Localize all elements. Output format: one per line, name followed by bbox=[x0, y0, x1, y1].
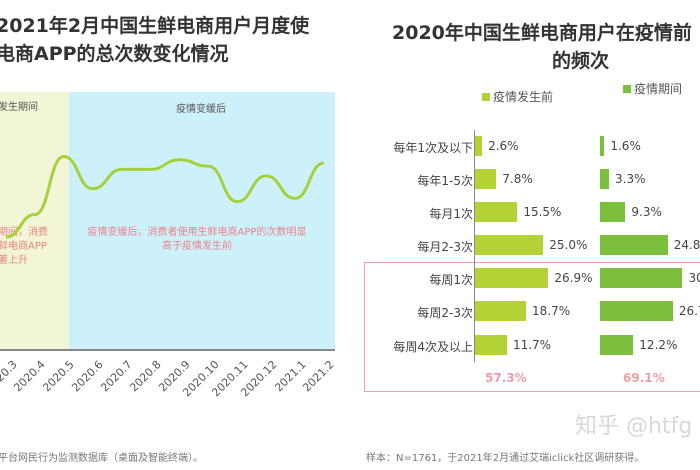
note-line: 期间，消费 bbox=[0, 227, 48, 238]
note-after: 疫情变缓后，消费者使用生鲜电商APP的次数明显 高于疫情发生前 bbox=[82, 226, 312, 254]
highlight-box bbox=[364, 262, 700, 392]
note-line: 疫情变缓后，消费者使用生鲜电商APP的次数明显 bbox=[87, 227, 307, 238]
data-label: 3.3% bbox=[615, 172, 646, 186]
data-label: 25.0% bbox=[549, 238, 588, 252]
category-label: 每周1次 bbox=[429, 273, 473, 287]
bar bbox=[475, 268, 549, 288]
x-tick-label: 2020.6 bbox=[69, 358, 106, 395]
right-chart-title-line2: 的频次 bbox=[552, 50, 610, 72]
zone-during bbox=[0, 92, 69, 350]
bar bbox=[475, 202, 518, 222]
title-line: 电商APP的总次数变化情况 bbox=[0, 43, 229, 65]
note-line: 鲜电商APP bbox=[0, 241, 47, 252]
data-label: 1.6% bbox=[610, 139, 641, 153]
data-label: 12.2% bbox=[639, 338, 678, 352]
line-chart bbox=[5, 154, 325, 239]
category-label: 每周4次及以上 bbox=[393, 340, 473, 354]
data-label: 9.3% bbox=[631, 205, 662, 219]
zone-after bbox=[69, 92, 335, 350]
left-chart-title: 2021年2月中国生鲜电商用户月度使 电商APP的总次数变化情况 bbox=[0, 12, 309, 68]
bar bbox=[600, 202, 626, 222]
data-label: 24.8% bbox=[673, 238, 700, 252]
legend-during: 疫情期间 bbox=[623, 80, 682, 97]
legend-before: 疫情发生前 bbox=[482, 88, 553, 105]
bar bbox=[475, 301, 527, 321]
total-during: 69.1% bbox=[623, 371, 665, 385]
bar bbox=[600, 301, 673, 321]
x-tick-label: 2021.1 bbox=[271, 358, 309, 395]
data-label: 7.8% bbox=[502, 172, 533, 186]
bar bbox=[600, 268, 683, 288]
note-line: 著上升 bbox=[0, 255, 28, 266]
x-tick-label: 2021.2 bbox=[300, 358, 338, 395]
x-tick-label: 2020.5 bbox=[40, 358, 78, 395]
bar bbox=[600, 169, 609, 189]
category-label: 每周2-3次 bbox=[417, 306, 473, 320]
category-axis bbox=[474, 130, 475, 362]
bar bbox=[600, 235, 668, 255]
data-label: 11.7% bbox=[512, 338, 552, 352]
category-label: 每月1次 bbox=[429, 207, 473, 221]
data-label: 2.6% bbox=[488, 139, 519, 153]
total-before: 57.3% bbox=[485, 371, 527, 385]
data-label: 30.2% bbox=[688, 271, 700, 285]
right-footnote: 样本：N=1761，于2021年2月通过艾瑞iclick社区调研获得。 bbox=[366, 453, 645, 464]
category-label: 每年1-5次 bbox=[417, 174, 473, 188]
category-label: 每月2-3次 bbox=[417, 240, 473, 254]
legend-label: 疫情发生前 bbox=[493, 90, 554, 104]
x-axis-line bbox=[0, 349, 335, 351]
legend-swatch bbox=[482, 93, 490, 101]
data-label: 18.7% bbox=[532, 304, 571, 318]
data-label: 26.9% bbox=[554, 271, 593, 285]
note-line: 高于疫情发生前 bbox=[162, 241, 232, 252]
x-tick-label: 2020.4 bbox=[11, 358, 49, 395]
bar bbox=[475, 169, 497, 189]
note-during: 期间，消费 鲜电商APP 著上升 bbox=[0, 226, 48, 268]
data-label: 15.5% bbox=[523, 205, 562, 219]
x-tick-label: 2020.8 bbox=[127, 358, 164, 395]
bar bbox=[475, 136, 483, 156]
zone-during-label: 发生期间 bbox=[0, 102, 38, 113]
bar bbox=[475, 235, 544, 255]
legend-label: 疫情期间 bbox=[634, 82, 683, 96]
left-footnote: 平台网民行为监测数据库（桌面及智能终端）。 bbox=[0, 453, 203, 464]
bar bbox=[600, 136, 605, 156]
right-chart-title: 2020年中国生鲜电商用户在疫情前 bbox=[392, 22, 692, 44]
title-line: 2021年2月中国生鲜电商用户月度使 bbox=[0, 15, 310, 37]
zone-after-label: 疫情变缓后 bbox=[176, 104, 226, 115]
bar bbox=[475, 335, 507, 355]
bar bbox=[600, 335, 634, 355]
x-tick-label: 2020.7 bbox=[98, 358, 135, 395]
series-line bbox=[5, 154, 325, 239]
category-label: 每年1次及以下 bbox=[393, 141, 473, 155]
data-label: 26.7% bbox=[678, 304, 700, 318]
watermark: 知乎 @htfg bbox=[575, 414, 693, 439]
legend-swatch bbox=[623, 85, 631, 93]
